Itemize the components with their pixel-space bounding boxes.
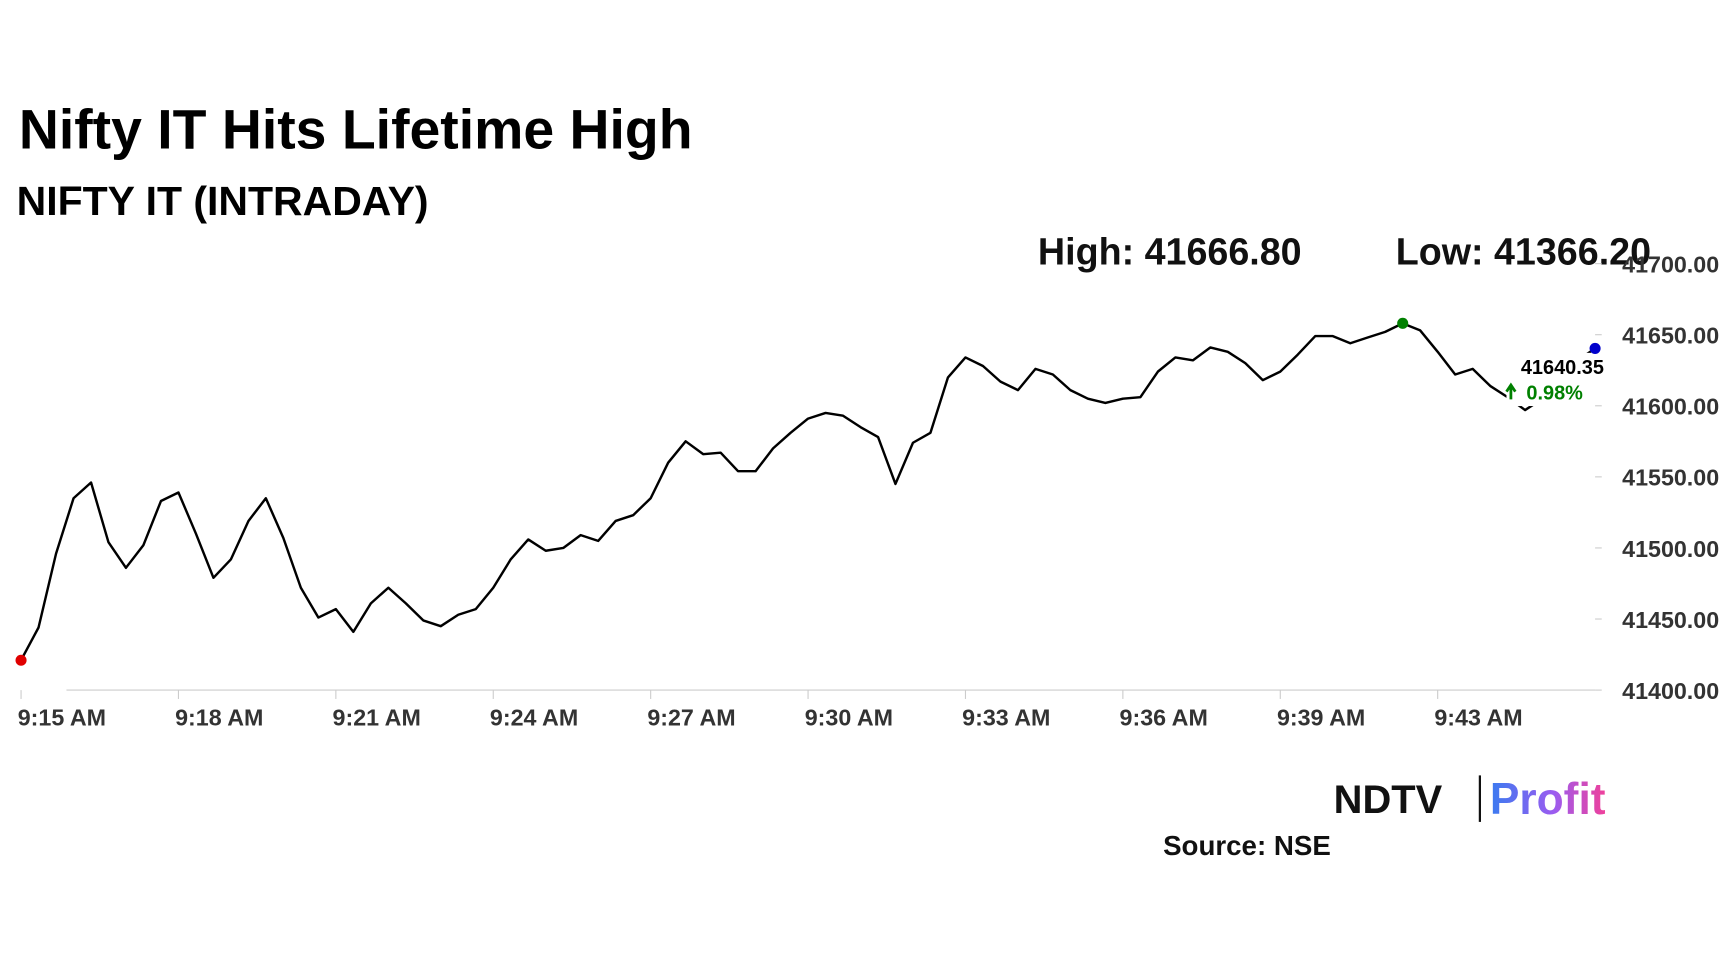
change-label: 0.98% <box>1526 382 1583 404</box>
last-marker <box>1589 342 1601 354</box>
y-tick-label: 41450.00 <box>1622 607 1719 633</box>
x-tick-label: 9:39 AM <box>1277 705 1365 731</box>
up-arrow <box>1505 382 1517 400</box>
x-tick-label: 9:43 AM <box>1434 705 1522 731</box>
chart-subtitle: NIFTY IT (INTRADAY) <box>17 178 429 224</box>
x-tick-label: 9:24 AM <box>490 705 578 731</box>
high-label: High: 41666.80 <box>1038 231 1302 273</box>
y-tick-label: 41550.00 <box>1622 465 1719 491</box>
y-tick-label: 41650.00 <box>1622 323 1719 349</box>
x-tick-label: 9:30 AM <box>805 705 893 731</box>
high-marker <box>1397 317 1409 329</box>
low-label: Low: 41366.20 <box>1396 231 1651 273</box>
source: Source: NSE <box>1163 830 1331 861</box>
start-marker <box>15 654 27 666</box>
y-tick-label: 41600.00 <box>1622 394 1719 420</box>
x-tick-label: 9:27 AM <box>647 705 735 731</box>
x-tick-label: 9:21 AM <box>333 705 421 731</box>
x-tick-label: 9:36 AM <box>1120 705 1208 731</box>
y-tick-label: 41400.00 <box>1622 678 1719 704</box>
x-tick-label: 9:18 AM <box>175 705 263 731</box>
x-tick-label: 9:33 AM <box>962 705 1050 731</box>
y-tick-label: 41700.00 <box>1622 251 1719 277</box>
x-tick-label: 9:15 AM <box>18 705 106 731</box>
y-tick-label: 41500.00 <box>1622 536 1719 562</box>
chart-title: Nifty IT Hits Lifetime High <box>19 98 693 160</box>
last-value-label: 41640.35 <box>1521 357 1604 379</box>
logo-product: Profit <box>1490 775 1606 824</box>
logo-brand: NDTV <box>1334 778 1443 822</box>
price-line <box>19 322 1596 661</box>
last-label-box <box>1506 352 1593 407</box>
